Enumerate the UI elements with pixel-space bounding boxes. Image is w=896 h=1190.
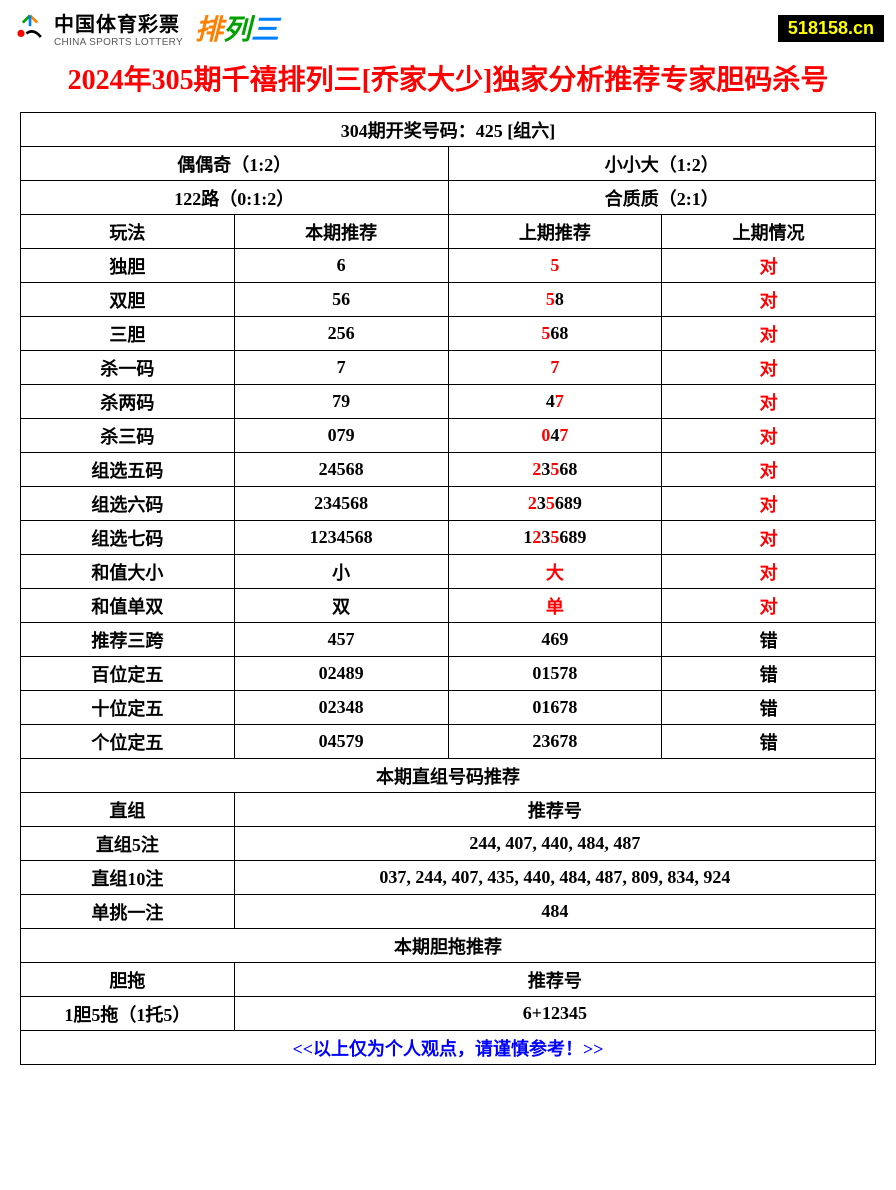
col-header: 胆拖 <box>21 963 235 997</box>
prev-result: 对 <box>662 283 876 317</box>
lottery-logo-icon <box>12 10 48 46</box>
prev-result: 错 <box>662 725 876 759</box>
footer-note: <<以上仅为个人观点，请谨慎参考！>> <box>21 1031 876 1065</box>
prev-result: 对 <box>662 419 876 453</box>
combo-value: 037, 244, 407, 435, 440, 484, 487, 809, … <box>234 861 875 895</box>
prev-result: 对 <box>662 453 876 487</box>
prev-result: 对 <box>662 317 876 351</box>
logo-cn: 中国体育彩票 <box>54 8 183 37</box>
col-header: 推荐号 <box>234 793 875 827</box>
play-name: 杀两码 <box>21 385 235 419</box>
current-pick: 234568 <box>234 487 448 521</box>
current-pick: 02489 <box>234 657 448 691</box>
current-pick: 24568 <box>234 453 448 487</box>
prev-pick: 大 <box>448 555 662 589</box>
prev-result: 对 <box>662 385 876 419</box>
current-pick: 079 <box>234 419 448 453</box>
prev-pick: 568 <box>448 317 662 351</box>
current-pick: 双 <box>234 589 448 623</box>
play-name: 组选七码 <box>21 521 235 555</box>
summary-cell: 小小大（1:2） <box>448 147 876 181</box>
current-pick: 457 <box>234 623 448 657</box>
prev-result: 对 <box>662 589 876 623</box>
play-name: 十位定五 <box>21 691 235 725</box>
pailie-label: 排列三 <box>195 8 279 48</box>
combo-name: 单挑一注 <box>21 895 235 929</box>
play-name: 推荐三跨 <box>21 623 235 657</box>
current-pick: 1234568 <box>234 521 448 555</box>
play-name: 组选六码 <box>21 487 235 521</box>
section-title: 本期胆拖推荐 <box>21 929 876 963</box>
current-pick: 256 <box>234 317 448 351</box>
prev-pick: 01678 <box>448 691 662 725</box>
logo-en: CHINA SPORTS LOTTERY <box>54 37 183 48</box>
play-name: 个位定五 <box>21 725 235 759</box>
draw-header: 304期开奖号码：425 [组六] <box>21 113 876 147</box>
col-header: 直组 <box>21 793 235 827</box>
analysis-table: 304期开奖号码：425 [组六] 偶偶奇（1:2） 小小大（1:2） 122路… <box>20 112 876 1065</box>
prev-result: 错 <box>662 657 876 691</box>
current-pick: 6 <box>234 249 448 283</box>
prev-result: 对 <box>662 487 876 521</box>
play-name: 和值单双 <box>21 589 235 623</box>
play-name: 组选五码 <box>21 453 235 487</box>
play-name: 独胆 <box>21 249 235 283</box>
prev-pick: 23678 <box>448 725 662 759</box>
prev-result: 对 <box>662 351 876 385</box>
col-header: 推荐号 <box>234 963 875 997</box>
header: 中国体育彩票 CHINA SPORTS LOTTERY 排列三 518158.c… <box>0 0 896 52</box>
prev-pick: 单 <box>448 589 662 623</box>
prev-pick: 235689 <box>448 487 662 521</box>
play-name: 三胆 <box>21 317 235 351</box>
dantuo-name: 1胆5拖（1托5） <box>21 997 235 1031</box>
combo-name: 直组10注 <box>21 861 235 895</box>
current-pick: 56 <box>234 283 448 317</box>
prev-pick: 469 <box>448 623 662 657</box>
prev-result: 对 <box>662 555 876 589</box>
prev-pick: 7 <box>448 351 662 385</box>
site-badge: 518158.cn <box>778 15 884 42</box>
prev-pick: 047 <box>448 419 662 453</box>
summary-cell: 122路（0:1:2） <box>21 181 449 215</box>
prev-pick: 58 <box>448 283 662 317</box>
col-header: 上期推荐 <box>448 215 662 249</box>
section-title: 本期直组号码推荐 <box>21 759 876 793</box>
combo-value: 244, 407, 440, 484, 487 <box>234 827 875 861</box>
dantuo-value: 6+12345 <box>234 997 875 1031</box>
prev-pick: 01578 <box>448 657 662 691</box>
prev-result: 错 <box>662 623 876 657</box>
combo-name: 直组5注 <box>21 827 235 861</box>
play-name: 和值大小 <box>21 555 235 589</box>
prev-pick: 47 <box>448 385 662 419</box>
col-header: 玩法 <box>21 215 235 249</box>
prev-result: 对 <box>662 521 876 555</box>
col-header: 本期推荐 <box>234 215 448 249</box>
prev-pick: 5 <box>448 249 662 283</box>
current-pick: 79 <box>234 385 448 419</box>
prev-pick: 23568 <box>448 453 662 487</box>
play-name: 杀三码 <box>21 419 235 453</box>
current-pick: 02348 <box>234 691 448 725</box>
logo-text: 中国体育彩票 CHINA SPORTS LOTTERY <box>54 8 183 48</box>
col-header: 上期情况 <box>662 215 876 249</box>
combo-value: 484 <box>234 895 875 929</box>
summary-cell: 合质质（2:1） <box>448 181 876 215</box>
current-pick: 7 <box>234 351 448 385</box>
main-title: 2024年305期千禧排列三[乔家大少]独家分析推荐专家胆码杀号 <box>0 52 896 112</box>
current-pick: 小 <box>234 555 448 589</box>
current-pick: 04579 <box>234 725 448 759</box>
prev-result: 对 <box>662 249 876 283</box>
prev-pick: 1235689 <box>448 521 662 555</box>
play-name: 百位定五 <box>21 657 235 691</box>
prev-result: 错 <box>662 691 876 725</box>
play-name: 杀一码 <box>21 351 235 385</box>
summary-cell: 偶偶奇（1:2） <box>21 147 449 181</box>
play-name: 双胆 <box>21 283 235 317</box>
logo-area: 中国体育彩票 CHINA SPORTS LOTTERY 排列三 <box>12 8 279 48</box>
